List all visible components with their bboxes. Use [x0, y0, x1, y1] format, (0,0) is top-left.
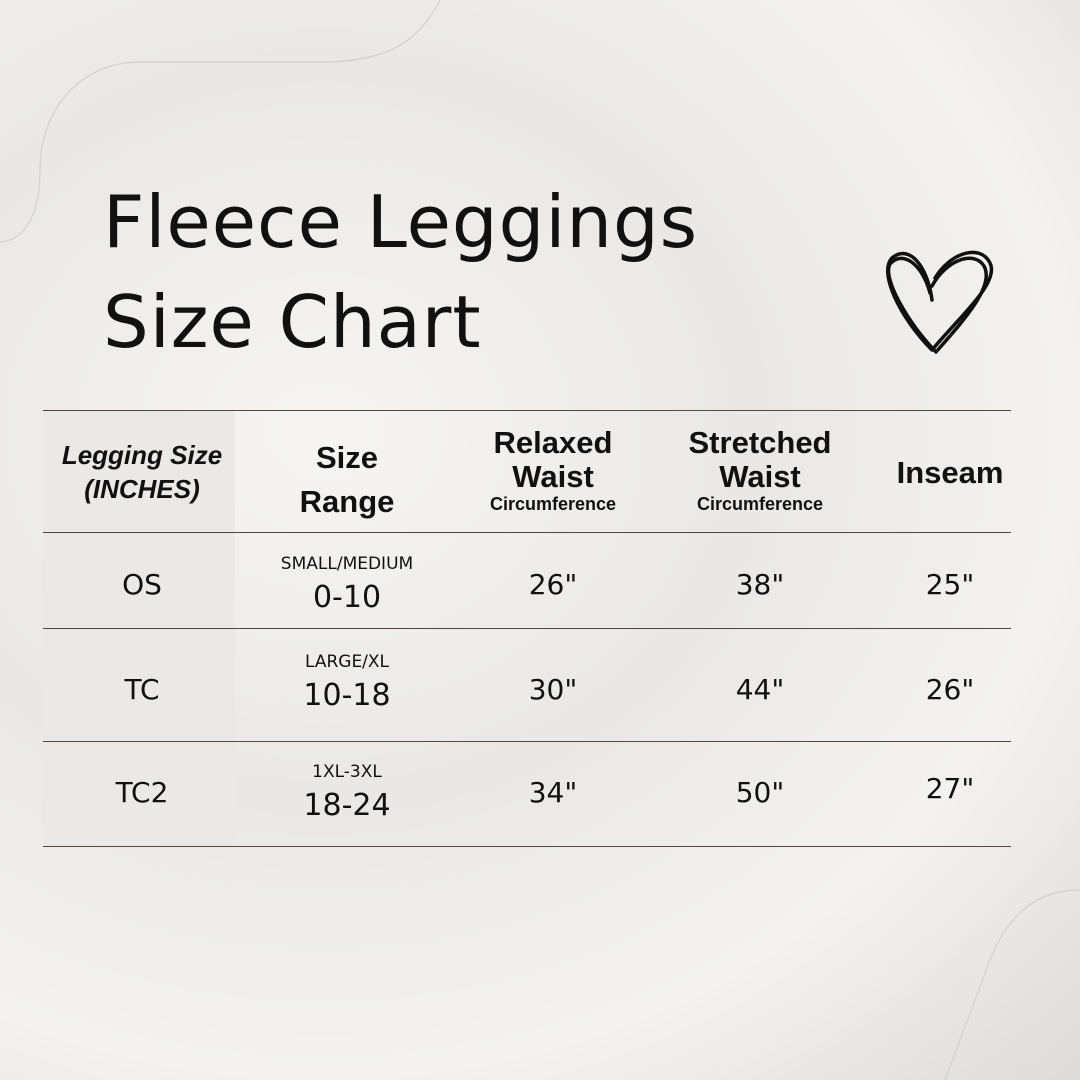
range-label: SMALL/MEDIUM: [280, 554, 414, 574]
cell-relaxed: 34": [528, 776, 578, 809]
header-relaxed-waist: Relaxed Waist Circumference: [489, 425, 617, 515]
table-rule: [43, 532, 1011, 533]
cell-range: 1XL-3XL 18-24: [303, 762, 390, 823]
range-label: LARGE/XL: [304, 652, 390, 672]
cell-relaxed: 26": [528, 568, 578, 601]
header-text: Waist: [719, 459, 801, 494]
range-value: 10-18: [303, 678, 391, 713]
header-subtext: Circumference: [696, 494, 824, 514]
header-size-range: Size Range: [300, 436, 395, 524]
range-value: 18-24: [303, 788, 391, 823]
table-rule: [43, 628, 1011, 629]
heart-icon: [886, 250, 994, 354]
title-line-2: Size Chart: [103, 280, 482, 364]
cell-size: TC: [124, 673, 160, 706]
header-text: Legging Size: [61, 440, 223, 470]
cell-stretched: 38": [735, 568, 785, 601]
header-subtext: Circumference: [489, 494, 617, 514]
header-inseam: Inseam: [897, 456, 1004, 490]
table-rule: [43, 741, 1011, 742]
cell-range: LARGE/XL 10-18: [303, 652, 390, 713]
cell-relaxed: 30": [528, 673, 578, 706]
cell-stretched: 50": [735, 776, 785, 809]
header-stretched-waist: Stretched Waist Circumference: [688, 425, 832, 515]
header-legging-size: Legging Size (INCHES): [62, 438, 222, 506]
table-rule: [43, 846, 1011, 847]
header-text: Range: [299, 484, 395, 519]
decorative-arc-bottom: [944, 889, 1080, 1080]
cell-range: SMALL/MEDIUM 0-10: [281, 554, 413, 615]
cell-stretched: 44": [735, 673, 785, 706]
cell-inseam: 26": [925, 673, 975, 706]
title-line-1: Fleece Leggings: [103, 180, 699, 264]
header-text: (INCHES): [84, 474, 200, 504]
table-rule: [43, 410, 1011, 411]
decorative-arc-top: [0, 0, 441, 243]
cell-inseam: 27": [925, 772, 975, 805]
range-value: 0-10: [312, 580, 382, 615]
header-text: Stretched: [688, 425, 832, 460]
cell-inseam: 25": [925, 568, 975, 601]
range-label: 1XL-3XL: [312, 762, 382, 782]
header-text: Size: [315, 440, 379, 475]
header-text: Relaxed: [493, 425, 613, 460]
header-text: Waist: [512, 459, 594, 494]
cell-size: OS: [122, 568, 162, 601]
cell-size: TC2: [115, 776, 169, 809]
page-title: Fleece Leggings Size Chart: [103, 172, 698, 372]
header-text: Inseam: [896, 455, 1004, 490]
